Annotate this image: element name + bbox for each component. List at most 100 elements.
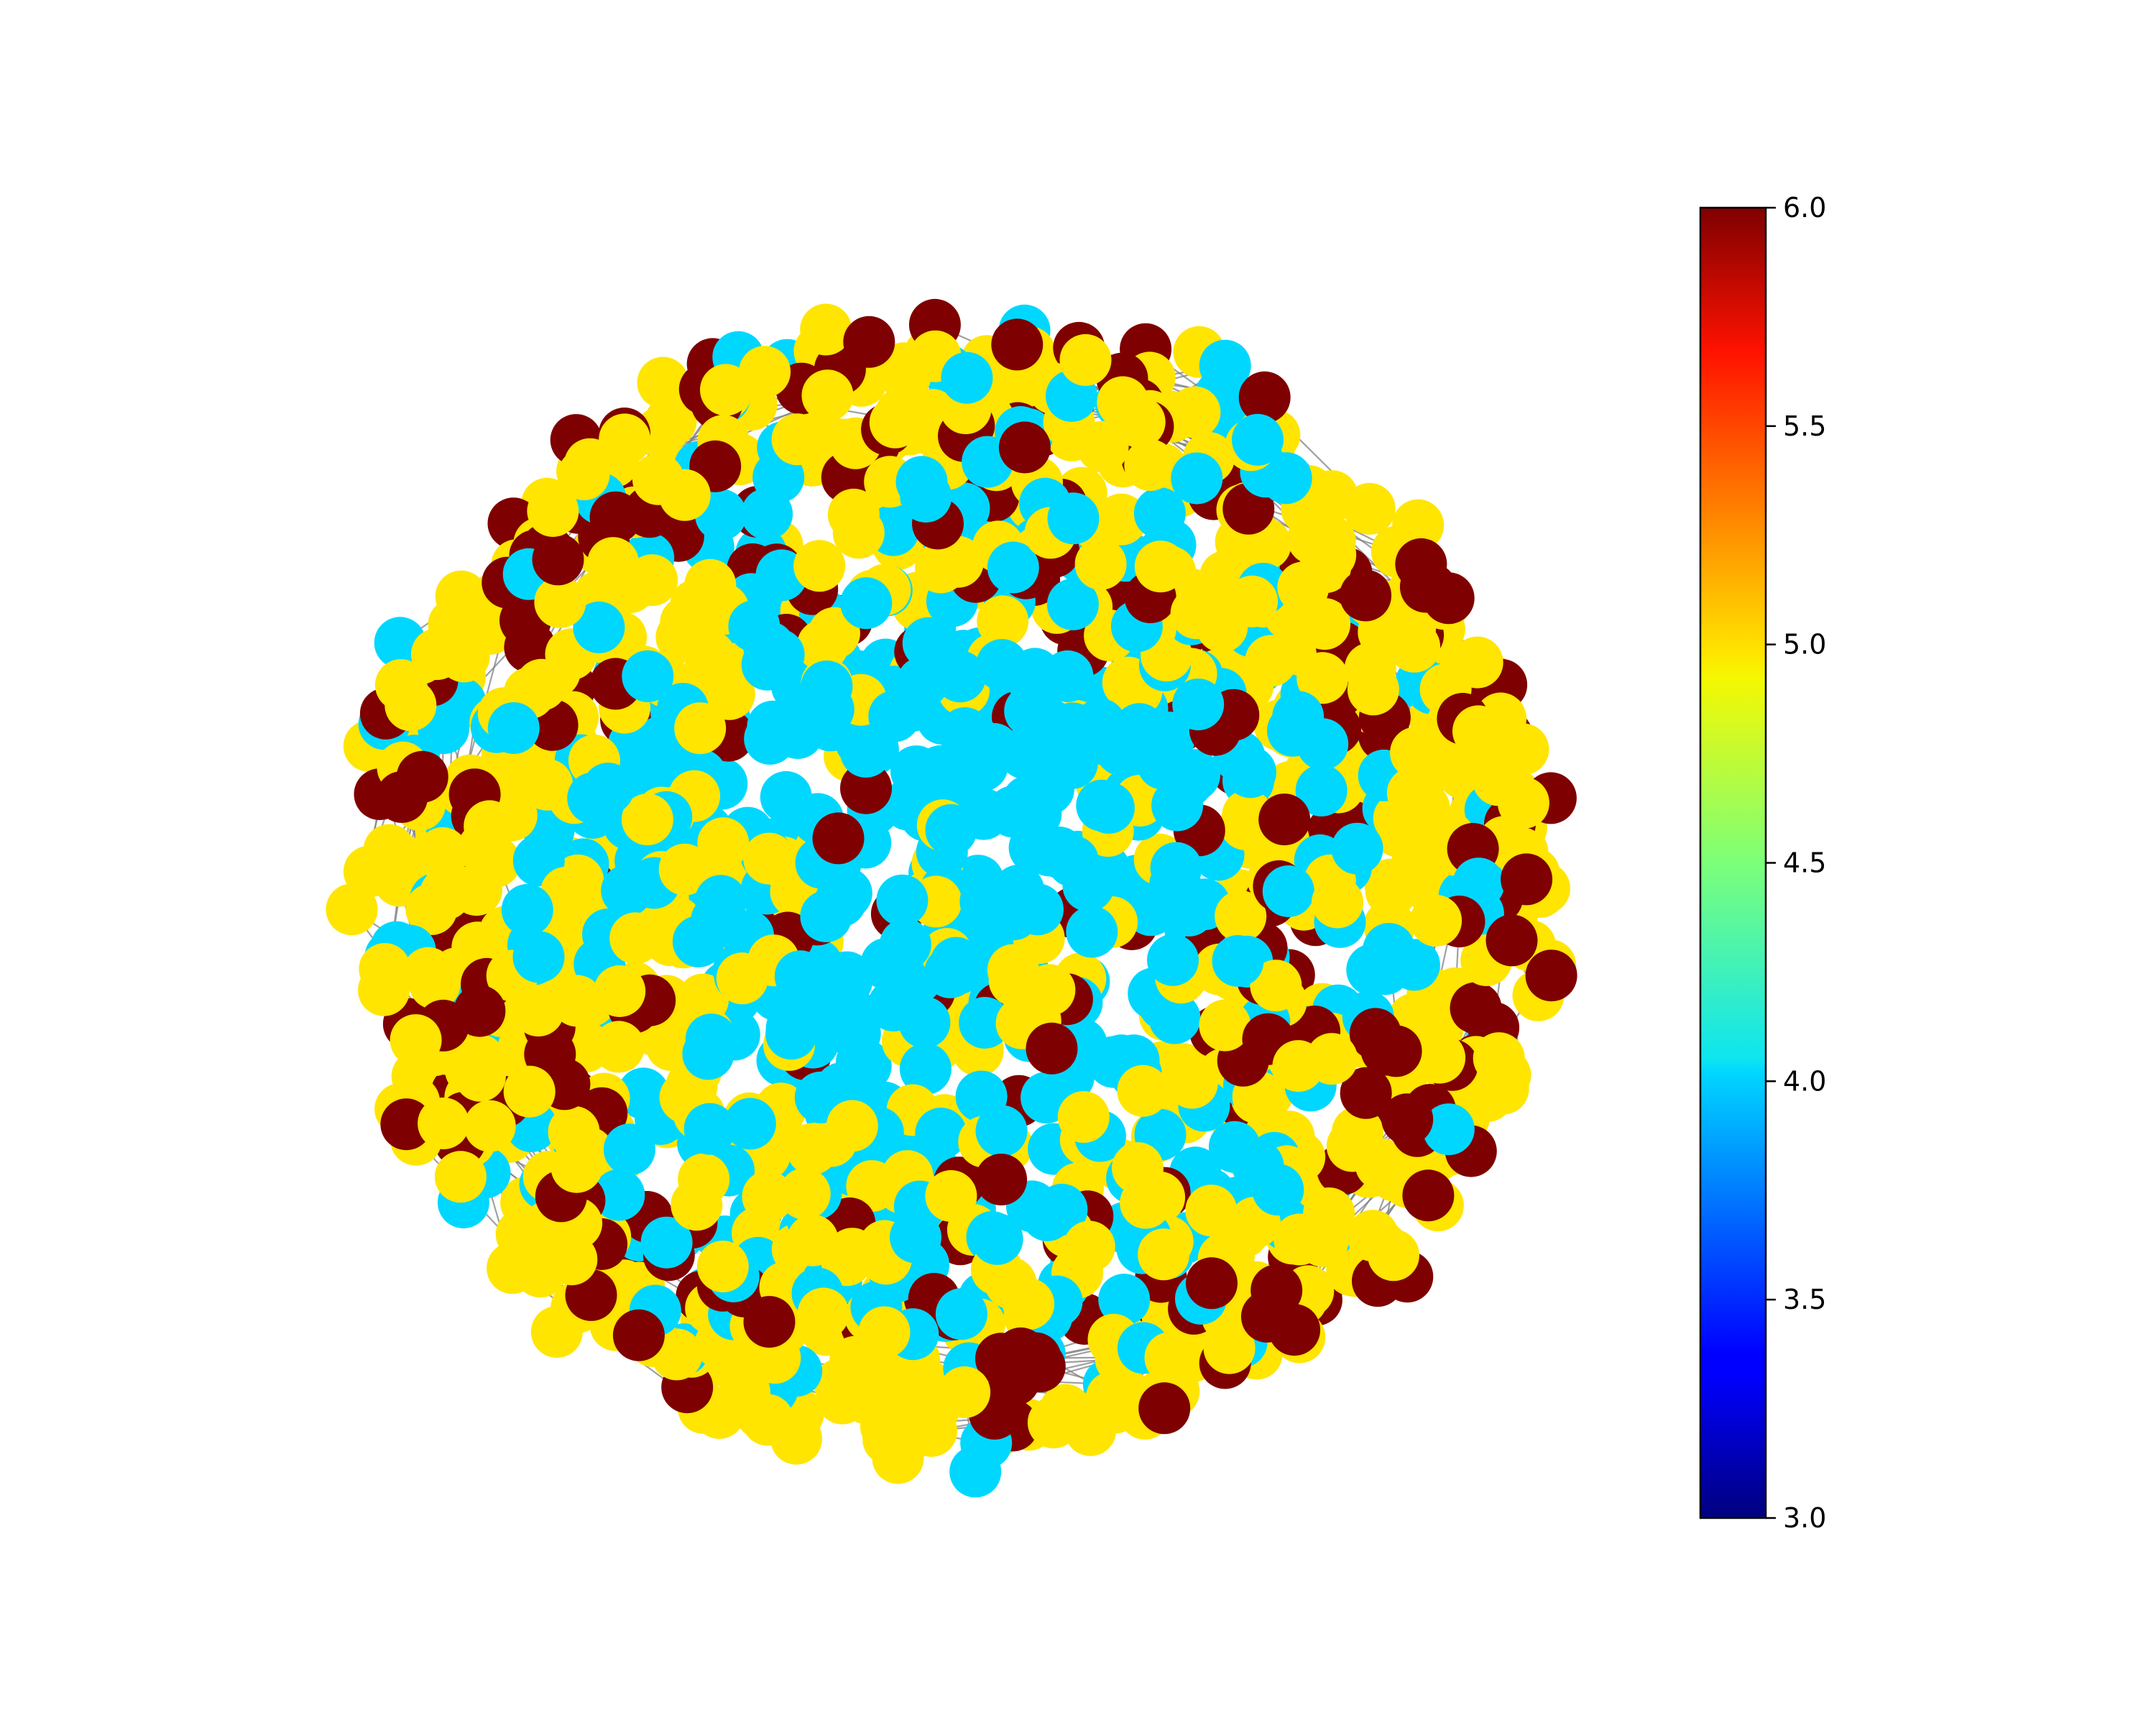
- graph-node: [1225, 746, 1276, 799]
- graph-node: [451, 864, 502, 916]
- colorbar-tick-label: 5.5: [1783, 410, 1826, 442]
- graph-node: [700, 364, 752, 416]
- graph-node: [1074, 538, 1127, 590]
- graph-node: [1138, 1382, 1191, 1435]
- colorbar-ticks: 3.0 3.5 4.0 4.5 5.0 5.5 6.0: [1766, 192, 1826, 1534]
- graph-node: [1077, 420, 1129, 473]
- graph-node: [1258, 794, 1311, 846]
- graph-node: [1113, 396, 1166, 448]
- graph-node: [826, 1100, 878, 1152]
- graph-node: [1260, 452, 1312, 505]
- graph-node: [532, 533, 584, 586]
- graph-node: [1296, 1215, 1349, 1267]
- graph-node: [1232, 413, 1284, 466]
- graph-node: [1299, 541, 1351, 594]
- graph-node: [683, 1103, 736, 1155]
- graph-node: [718, 1366, 770, 1418]
- graph-node: [895, 456, 948, 508]
- graph-node: [1113, 703, 1166, 755]
- graph-node: [416, 827, 469, 879]
- graph-node: [774, 950, 826, 1003]
- graph-node: [512, 931, 565, 983]
- graph-node: [765, 1008, 818, 1060]
- graph-node: [1240, 1290, 1293, 1343]
- graph-node: [991, 318, 1044, 371]
- colorbar-tick-label: 5.0: [1783, 629, 1826, 661]
- graph-node: [1525, 949, 1577, 1002]
- graph-node: [1144, 1332, 1197, 1384]
- graph-node: [637, 356, 689, 409]
- graph-node: [1134, 540, 1187, 593]
- graph-node: [434, 1151, 487, 1203]
- graph-node: [1147, 934, 1199, 986]
- graph-node: [658, 843, 711, 896]
- graph-node: [503, 1065, 556, 1118]
- graph-node: [1296, 652, 1349, 704]
- graph-node: [1299, 598, 1351, 650]
- graph-node: [925, 804, 977, 856]
- graph-node: [697, 817, 750, 870]
- graph-node: [1349, 1008, 1401, 1060]
- graph-node: [1331, 822, 1383, 875]
- graph-node: [703, 668, 755, 720]
- graph-node: [594, 965, 646, 1017]
- graph-node: [1368, 1229, 1419, 1282]
- graph-node: [1422, 1103, 1475, 1156]
- graph-node: [898, 996, 951, 1049]
- graph-node: [1074, 698, 1127, 750]
- colorbar: 3.0 3.5 4.0 4.5 5.0 5.5 6.0: [1699, 192, 1826, 1534]
- graph-node: [915, 541, 967, 594]
- graph-node: [1250, 960, 1302, 1012]
- graph-node: [1450, 982, 1502, 1034]
- graph-node: [995, 880, 1048, 933]
- graph-node: [1212, 935, 1264, 987]
- graph-node: [739, 346, 791, 398]
- graph-node: [893, 758, 945, 811]
- graph-node: [771, 413, 824, 466]
- graph-node: [1359, 943, 1411, 995]
- graph-node: [501, 883, 553, 936]
- graph-node: [1238, 371, 1291, 423]
- graph-node: [632, 453, 684, 505]
- graph-node: [868, 690, 921, 742]
- graph-node: [587, 537, 640, 589]
- graph-node: [1033, 827, 1085, 878]
- graph-node: [358, 964, 410, 1016]
- graph-node: [793, 540, 846, 592]
- graph-node: [558, 448, 610, 501]
- graph-node: [1451, 636, 1503, 689]
- graph-node: [820, 867, 872, 919]
- graph-node: [1120, 1177, 1172, 1229]
- graph-node: [770, 1412, 822, 1465]
- graph-node: [1082, 782, 1135, 834]
- graph-node: [935, 1288, 987, 1340]
- graph-node: [862, 1413, 915, 1466]
- graph-node: [1098, 1274, 1151, 1326]
- graph-node: [464, 1100, 516, 1152]
- graph-node: [1215, 890, 1267, 942]
- graph-node: [879, 919, 931, 970]
- graph-node: [1021, 1190, 1074, 1241]
- graph-node: [987, 541, 1039, 594]
- graph-node: [550, 1141, 603, 1193]
- graph-node: [1059, 334, 1112, 386]
- colorbar-tick-label: 4.0: [1783, 1065, 1826, 1097]
- graph-node: [816, 1372, 868, 1425]
- graph-node: [1041, 650, 1094, 702]
- graph-node: [801, 369, 854, 422]
- graph-node: [487, 702, 540, 754]
- graph-node: [858, 1306, 911, 1358]
- graph-node: [1047, 492, 1100, 545]
- graph-node: [626, 554, 678, 607]
- graph-node: [601, 865, 653, 917]
- graph-node: [778, 1168, 831, 1220]
- graph-node: [396, 750, 448, 803]
- graph-node: [1410, 895, 1462, 947]
- graph-node: [1245, 635, 1297, 687]
- graph-node: [827, 488, 880, 540]
- graph-node: [640, 1216, 693, 1269]
- graph-node: [771, 707, 824, 759]
- graph-node: [977, 595, 1029, 648]
- graph-node: [786, 1214, 839, 1266]
